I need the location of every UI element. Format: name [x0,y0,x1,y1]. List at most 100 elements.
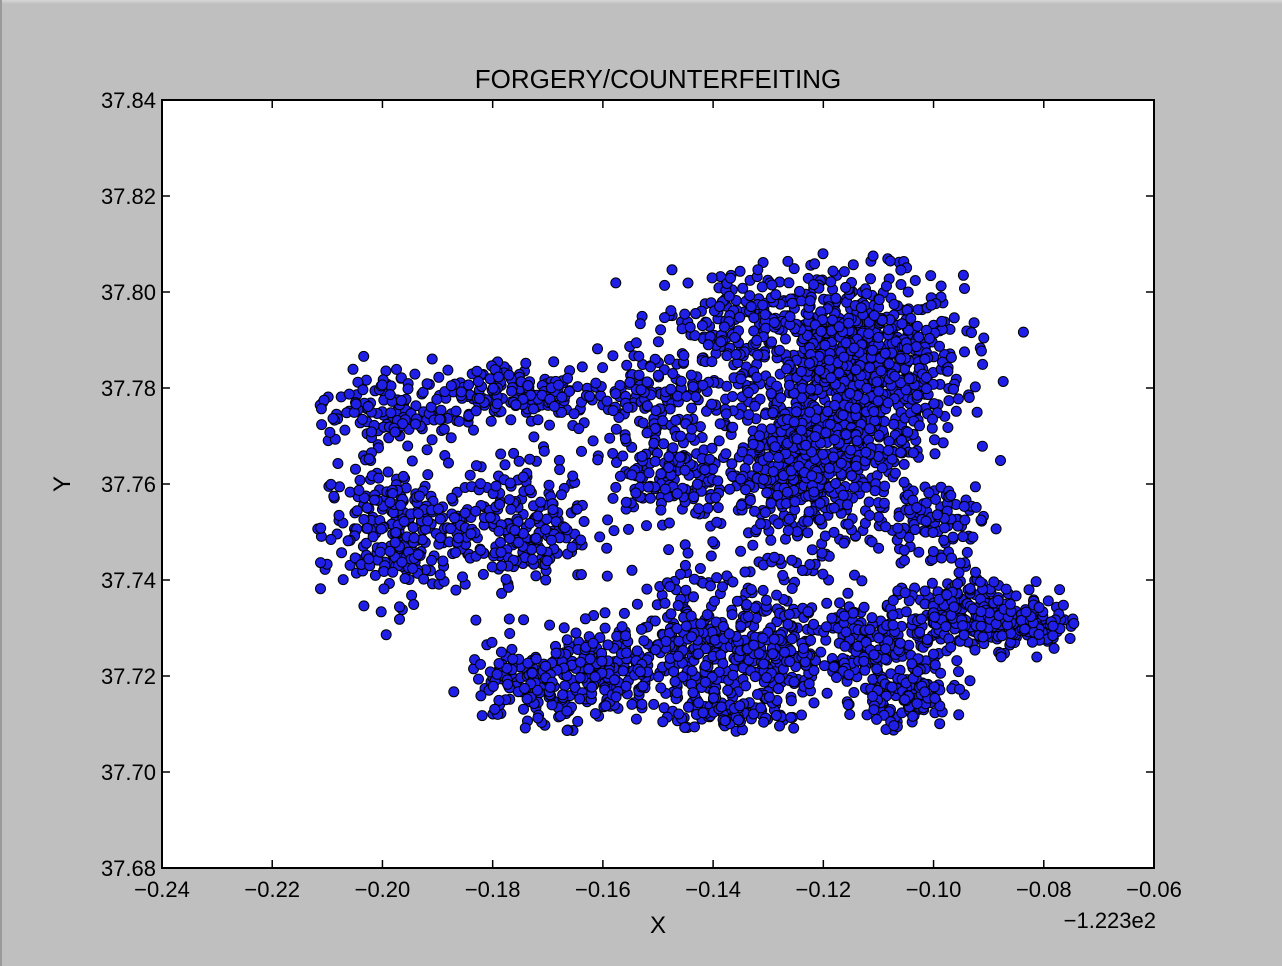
scatter-point [740,680,752,692]
scatter-point [927,527,939,538]
scatter-point [864,510,876,521]
scatter-point [590,377,602,389]
scatter-point [599,622,611,634]
scatter-point [407,522,419,533]
scatter-point [664,581,676,593]
scatter-point [866,536,878,548]
scatter-point [1064,633,1076,644]
scatter-point [782,525,794,537]
scatter-point [680,584,692,596]
scatter-point [475,690,487,702]
scatter-point [842,518,854,530]
scatter-point [562,372,574,384]
y-tick-label: 37.82 [101,184,156,209]
scatter-point [786,297,798,309]
scatter-point [840,626,852,638]
scatter-point [717,581,728,593]
scatter-point [353,484,365,496]
scatter-point [978,332,990,344]
scatter-point [410,400,422,412]
scatter-point [942,422,954,433]
scatter-point [788,416,800,428]
scatter-point [596,655,608,667]
scatter-point [531,684,543,696]
scatter-point [508,447,520,459]
scatter-point [809,431,821,443]
scatter-point [597,362,609,374]
scatter-point [815,325,827,337]
window-left-edge [0,0,2,966]
scatter-point [977,358,989,370]
scatter-point [519,722,531,734]
scatter-point [666,264,678,276]
scatter-point [607,350,619,362]
scatter-point [689,330,701,341]
scatter-point [848,687,860,698]
y-tick-label: 37.78 [101,376,156,401]
scatter-point [574,672,586,684]
scatter-point [638,635,650,647]
scatter-point [601,395,613,407]
scatter-point [706,356,718,368]
scatter-point [817,248,829,260]
scatter-point [808,665,820,676]
scatter-point [747,539,759,551]
scatter-point [571,503,583,515]
scatter-point [682,277,694,289]
x-tick-label: −0.16 [575,877,631,902]
scatter-point [781,486,793,498]
scatter-point [553,454,565,466]
scatter-point [619,433,631,445]
scatter-point [969,481,981,493]
scatter-point [831,672,842,683]
scatter-point [659,483,671,495]
scatter-point [413,490,425,502]
scatter-point [802,606,814,618]
scatter-point [617,665,629,677]
scatter-point [663,517,675,529]
scatter-point [486,636,498,648]
scatter-point [641,376,653,388]
scatter-point [575,534,587,546]
scatter-point [475,544,487,556]
scatter-point [475,478,486,490]
scatter-point [727,576,739,588]
scatter-point [620,496,632,508]
y-tick-label: 37.84 [101,88,156,113]
scatter-point [755,518,767,530]
scatter-point [1033,601,1045,613]
scatter-point [396,556,408,568]
scatter-point [950,405,962,417]
scatter-point [700,660,711,672]
scatter-point [828,502,840,514]
scatter-point [671,623,683,634]
scatter-point [914,420,925,432]
scatter-point [740,484,752,496]
scatter-point [833,367,845,379]
scatter-point [794,285,805,297]
scatter-point [450,547,462,559]
scatter-point [892,522,904,534]
scatter-point [842,499,853,511]
scatter-point [495,546,507,558]
scatter-point [558,622,570,634]
scatter-point [888,720,900,732]
scatter-point [687,381,699,393]
scatter-point [953,567,965,579]
scatter-point [678,349,690,361]
scatter-point [493,658,505,669]
scatter-point [524,517,536,529]
scatter-point [489,703,501,715]
y-tick-label: 37.80 [101,280,156,305]
scatter-point [921,383,932,395]
scatter-point [645,361,656,373]
scatter-point [919,585,931,597]
scatter-point [769,441,781,453]
scatter-point [894,637,906,649]
scatter-point [941,589,953,601]
scatter-point [957,531,969,543]
scatter-point [828,661,840,673]
scatter-point [887,609,899,621]
scatter-point [474,392,485,404]
scatter-point [602,639,614,651]
